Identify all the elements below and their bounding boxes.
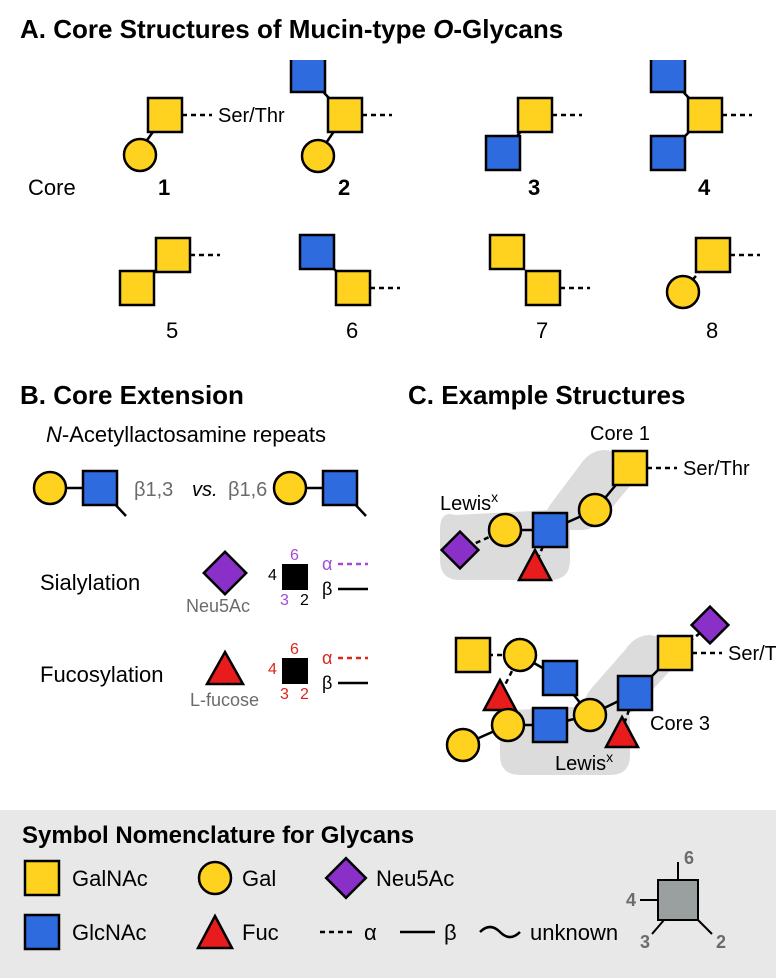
svg-text:Ser/Thr: Ser/Thr — [683, 458, 750, 480]
core-2 — [291, 60, 392, 172]
title-a-ital: O — [433, 14, 453, 44]
svg-text:4: 4 — [268, 661, 277, 678]
b16-lbl: β1,6 — [228, 479, 267, 501]
svg-text:α: α — [322, 648, 332, 668]
core-4 — [651, 60, 752, 170]
leg-neu5ac: Neu5Ac — [376, 866, 454, 891]
leg-fuc: Fuc — [242, 920, 279, 945]
core-num-6: 6 — [346, 318, 358, 343]
legend-title: Symbol Nomenclature for Glycans — [22, 822, 414, 850]
lewisx2-lbl: Lewisx — [555, 749, 613, 775]
svg-text:Ser/Thr: Ser/Thr — [728, 643, 776, 665]
sialyl-lbl: Sialylation — [40, 570, 140, 595]
fuc-pos-square: 6 4 3 2 α β — [268, 641, 368, 703]
core-8 — [667, 238, 760, 308]
core-num-4: 4 — [698, 175, 711, 200]
title-a-end: -Glycans — [453, 14, 563, 44]
lfucose-txt: L-fucose — [190, 690, 259, 710]
panel-b-svg: β1,3 vs. β1,6 Sialylation Neu5Ac 6 4 3 2… — [0, 440, 400, 820]
core-6 — [300, 235, 400, 305]
core1-lbl: Core 1 — [590, 423, 650, 445]
svg-text:β: β — [322, 673, 332, 693]
leg-unknown: unknown — [530, 920, 618, 945]
position-key: 6 4 3 2 — [626, 850, 726, 952]
neu5ac-txt: Neu5Ac — [186, 596, 250, 616]
title-b: B. Core Extension — [20, 380, 244, 411]
figure-page: A. Core Structures of Mucin-type O-Glyca… — [0, 0, 776, 978]
svg-text:6: 6 — [684, 850, 694, 868]
title-a-1: A. Core Structures of Mucin-type — [20, 14, 433, 44]
core-3 — [486, 98, 582, 170]
fucosyl-lbl: Fucosylation — [40, 662, 164, 687]
core-num-3: 3 — [528, 175, 540, 200]
core-word: Core — [28, 175, 76, 200]
core-num-8: 8 — [706, 318, 718, 343]
lacnac-b13 — [34, 471, 126, 516]
leg-gal: Gal — [242, 866, 276, 891]
leg-galnac: GalNAc — [72, 866, 148, 891]
core-num-1: 1 — [158, 175, 170, 200]
neu5ac-diamond — [204, 552, 246, 594]
svg-text:Ser/Thr: Ser/Thr — [218, 105, 285, 127]
svg-text:3: 3 — [280, 686, 289, 703]
svg-text:2: 2 — [716, 932, 726, 952]
panel-a-svg: Core Ser/Thr 1 2 3 4 5 6 7 8 — [0, 60, 776, 370]
svg-text:β: β — [322, 579, 332, 599]
svg-text:6: 6 — [290, 547, 299, 564]
core-num-7: 7 — [536, 318, 548, 343]
leg-beta: β — [444, 920, 457, 945]
leg-alpha: α — [364, 920, 377, 945]
svg-text:4: 4 — [626, 890, 636, 910]
svg-text:3: 3 — [640, 932, 650, 952]
core-1: Ser/Thr — [124, 98, 285, 171]
svg-text:4: 4 — [268, 567, 277, 584]
svg-text:6: 6 — [290, 641, 299, 658]
svg-text:3: 3 — [280, 592, 289, 609]
lacnac-b16 — [274, 471, 366, 516]
core3-lbl: Core 3 — [650, 713, 710, 735]
core-5 — [120, 238, 220, 305]
leg-glcnac: GlcNAc — [72, 920, 147, 945]
legend-svg: GalNAc Gal Neu5Ac GlcNAc Fuc α β unknown… — [0, 850, 776, 978]
b13-lbl: β1,3 — [134, 479, 173, 501]
core-7 — [490, 235, 590, 305]
panel-c-svg: Core 1 Lewisx Ser/Thr Core 3 Lewisx Ser/… — [400, 410, 776, 780]
vs-lbl: vs. — [192, 479, 218, 501]
svg-text:2: 2 — [300, 686, 309, 703]
sialyl-pos-square: 6 4 3 2 α β — [268, 547, 368, 609]
core-num-5: 5 — [166, 318, 178, 343]
fuc-triangle — [207, 652, 243, 684]
title-a: A. Core Structures of Mucin-type O-Glyca… — [20, 14, 563, 45]
core-num-2: 2 — [338, 175, 350, 200]
svg-text:2: 2 — [300, 592, 309, 609]
lewisx1-lbl: Lewisx — [440, 489, 498, 515]
title-c: C. Example Structures — [408, 380, 685, 411]
svg-text:α: α — [322, 554, 332, 574]
